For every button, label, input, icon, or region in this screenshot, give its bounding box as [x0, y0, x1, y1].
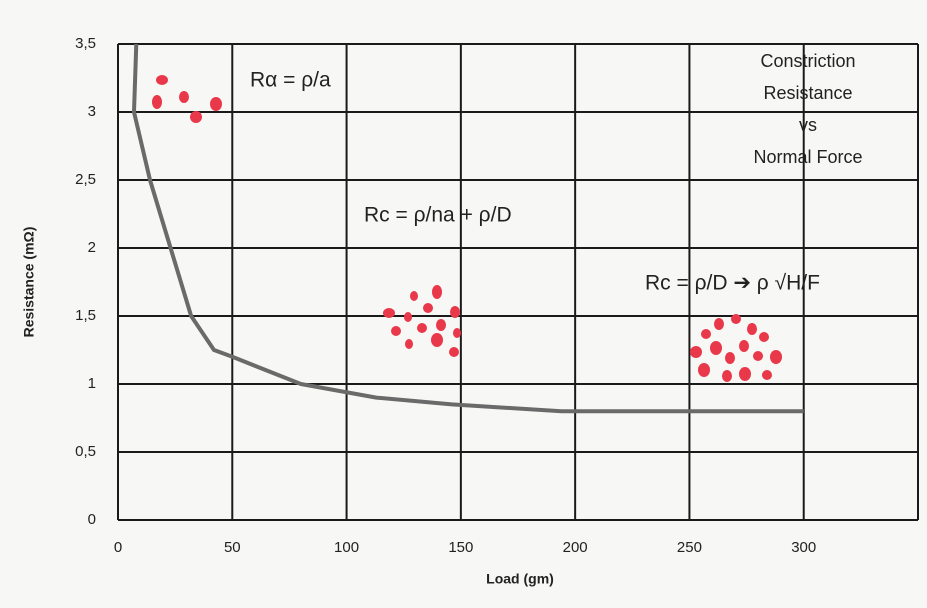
- x-tick-label: 0: [114, 539, 122, 556]
- spot: [714, 318, 724, 330]
- contact-spots: [152, 75, 782, 382]
- spot: [762, 370, 772, 380]
- title-line: vs: [799, 115, 817, 135]
- y-tick-label: 3: [88, 103, 96, 120]
- spot: [739, 367, 751, 381]
- title-line: Constriction: [760, 51, 855, 71]
- spot: [179, 91, 189, 103]
- annotation: Rc = ρ/D ➔ ρ √H/F: [645, 272, 820, 295]
- curve: [132, 43, 804, 414]
- x-tick-label: 50: [224, 539, 241, 556]
- spot: [431, 333, 443, 347]
- spot: [190, 111, 202, 123]
- y-axis-label: Resistance (mΩ): [21, 227, 37, 338]
- y-tick-label: 3,5: [75, 35, 96, 52]
- spot: [701, 329, 711, 339]
- chart-title: Constriction Resistance vs Normal Force: [753, 51, 862, 167]
- spot: [710, 341, 722, 355]
- x-tick-label: 100: [334, 539, 359, 556]
- y-tick-label: 0: [88, 511, 96, 528]
- spot: [432, 285, 442, 299]
- spot: [770, 350, 782, 364]
- spot: [725, 352, 735, 364]
- y-tick-label: 2,5: [75, 171, 96, 188]
- spot: [753, 351, 763, 361]
- spot: [759, 332, 769, 342]
- spot: [453, 328, 461, 338]
- y-tick-label: 1,5: [75, 307, 96, 324]
- x-tick-label: 300: [791, 539, 816, 556]
- grid: [117, 43, 919, 521]
- spot: [450, 306, 460, 318]
- annotation: Rα = ρ/a: [250, 69, 331, 92]
- spot: [210, 97, 222, 111]
- x-tick-label: 250: [677, 539, 702, 556]
- x-axis-label: Load (gm): [486, 571, 554, 587]
- spot: [423, 303, 433, 313]
- title-line: Normal Force: [753, 147, 862, 167]
- spot: [410, 291, 418, 301]
- spot: [156, 75, 168, 85]
- x-tick-label: 150: [448, 539, 473, 556]
- x-tick-label: 200: [563, 539, 588, 556]
- spot: [405, 339, 413, 349]
- annotation: Rc = ρ/na + ρ/D: [364, 204, 512, 227]
- spot: [449, 347, 459, 357]
- spot: [417, 323, 427, 333]
- spot: [722, 370, 732, 382]
- y-tick-label: 2: [88, 239, 96, 256]
- spot: [436, 319, 446, 331]
- spot: [731, 314, 741, 324]
- spot: [391, 326, 401, 336]
- y-tick-label: 1: [88, 375, 96, 392]
- spot: [739, 340, 749, 352]
- spot: [383, 308, 395, 318]
- spot: [698, 363, 710, 377]
- spot: [404, 312, 412, 322]
- title-line: Resistance: [763, 83, 852, 103]
- spot: [152, 95, 162, 109]
- spot: [690, 346, 702, 358]
- spot: [747, 323, 757, 335]
- y-tick-label: 0,5: [75, 443, 96, 460]
